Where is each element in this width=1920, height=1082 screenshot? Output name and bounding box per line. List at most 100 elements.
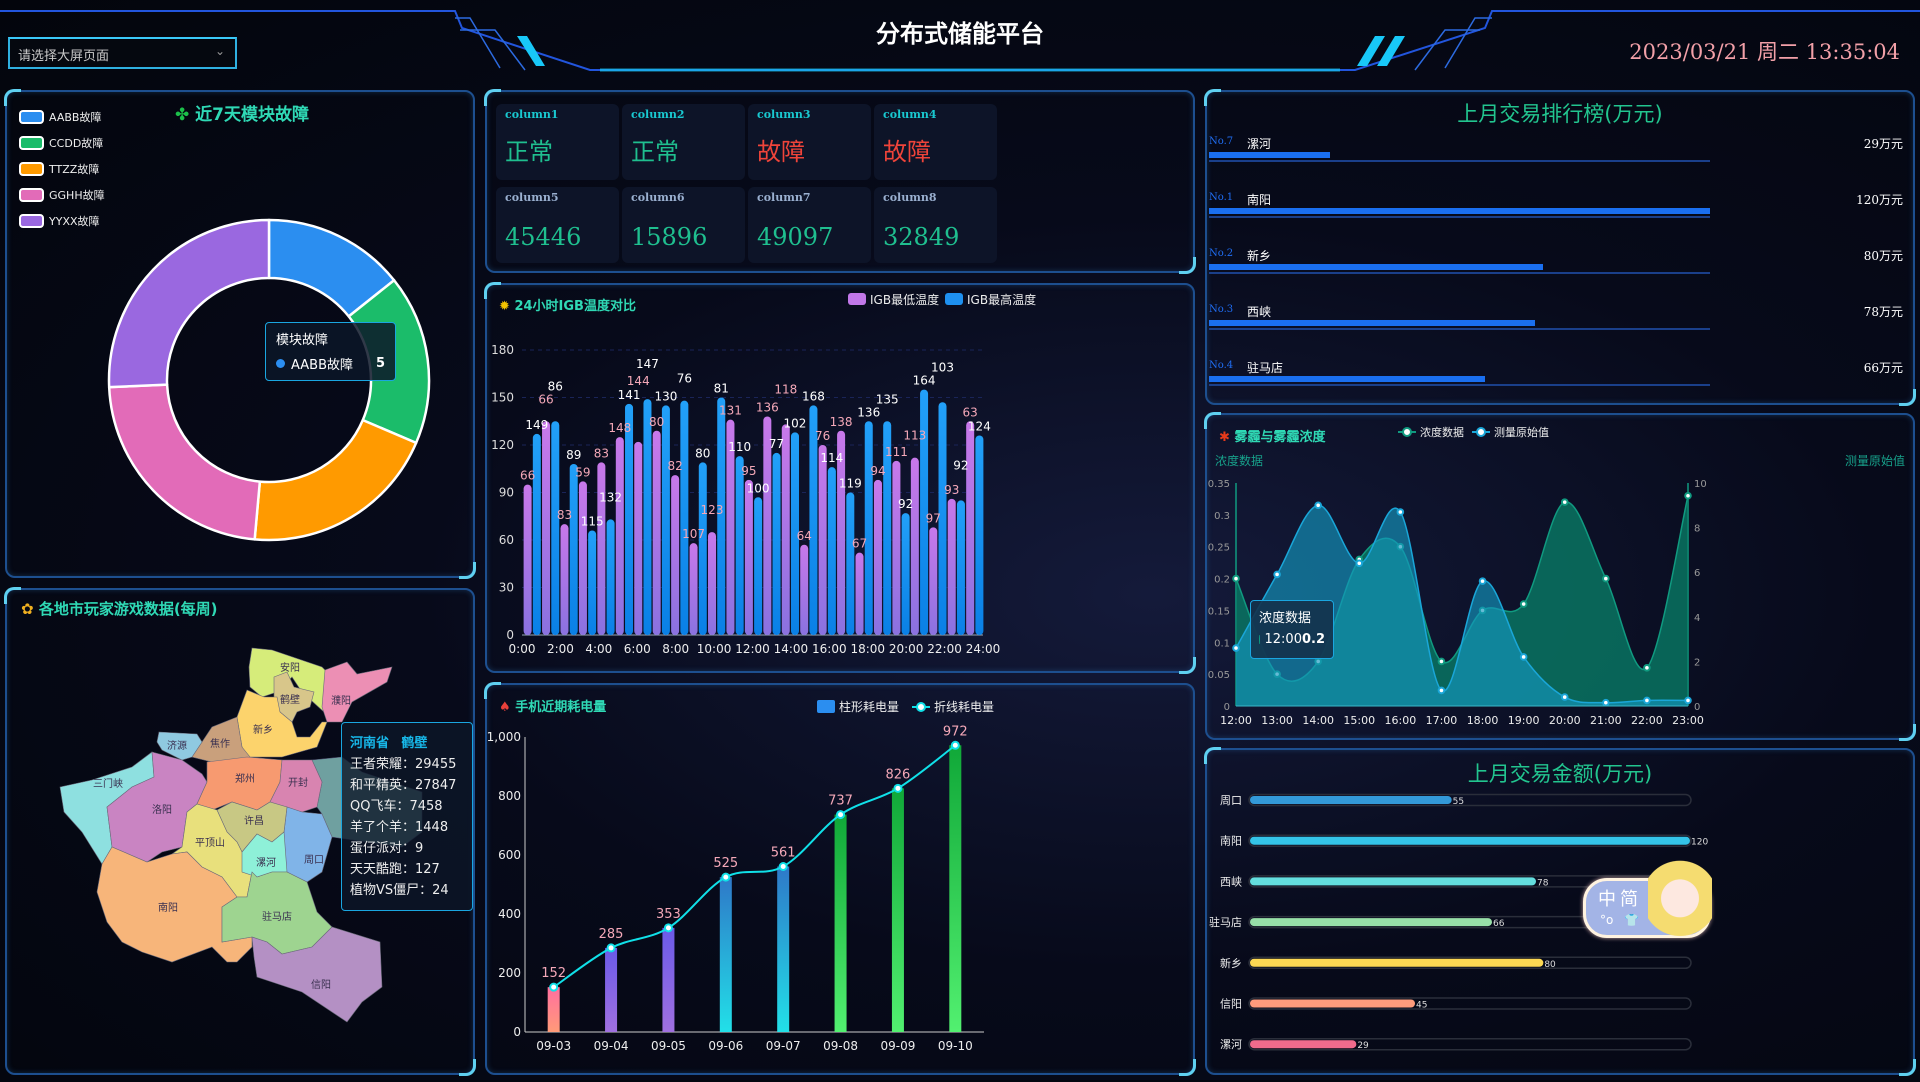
igb-min-bar[interactable] [781,424,790,635]
igb-min-bar[interactable] [560,524,569,635]
legend-item[interactable]: GGHH故障 [19,182,105,208]
igb-max-bar[interactable] [680,400,689,635]
data-point[interactable] [1232,644,1240,652]
legend-item[interactable]: YYXX故障 [19,208,105,234]
data-point[interactable] [1437,686,1446,695]
data-point[interactable] [1602,698,1610,707]
trade-bar[interactable] [1250,796,1452,804]
punctuation-icon[interactable]: °o [1600,913,1614,927]
power-bar[interactable] [891,788,904,1032]
igb-max-bar[interactable] [975,435,984,636]
power-bar[interactable] [605,947,618,1032]
igb-max-bar[interactable] [532,433,541,635]
igb-min-bar[interactable] [615,437,624,635]
igb-min-bar[interactable] [763,416,772,636]
data-point[interactable] [1519,600,1528,608]
igb-max-bar[interactable] [956,500,965,635]
data-point[interactable] [1355,559,1364,568]
igb-max-bar[interactable] [901,513,910,635]
igb-min-bar[interactable] [947,498,956,635]
data-point[interactable] [1396,508,1405,516]
map-region[interactable] [106,751,208,863]
igb-max-bar[interactable] [551,421,560,635]
trade-bar[interactable] [1250,836,1690,845]
donut-slice[interactable] [253,418,418,542]
power-line-point[interactable] [836,810,846,820]
legend-label[interactable]: IGB最高温度 [967,292,1036,307]
igb-min-bar[interactable] [708,532,717,635]
data-point[interactable] [1273,570,1281,579]
igb-max-bar[interactable] [920,389,929,635]
igb-min-bar[interactable] [523,484,532,635]
igb-max-bar[interactable] [717,397,726,636]
legend-item[interactable]: CCDD故障 [19,130,105,156]
legend-label[interactable]: IGB最低温度 [870,292,939,307]
data-point[interactable] [1560,693,1569,701]
legend-label[interactable]: 折线耗电量 [934,699,994,714]
igb-min-bar[interactable] [744,479,753,635]
igb-max-bar[interactable] [772,452,781,635]
power-bar[interactable] [547,987,560,1032]
igb-min-bar[interactable] [892,460,901,635]
igb-max-bar[interactable] [569,464,578,635]
igb-max-bar[interactable] [754,497,763,635]
power-bar[interactable] [662,927,675,1032]
donut-slice[interactable] [107,383,262,541]
data-point[interactable] [1643,663,1651,672]
data-point[interactable] [1314,501,1322,510]
trade-bar[interactable] [1250,918,1492,927]
igb-min-bar[interactable] [800,544,809,635]
trade-bar[interactable] [1250,1040,1357,1049]
igb-min-bar[interactable] [855,552,864,635]
data-point[interactable] [1478,577,1487,585]
igb-max-bar[interactable] [661,405,670,635]
power-line-point[interactable] [663,923,673,933]
legend-item[interactable]: AABB故障 [19,104,105,130]
map-region[interactable] [156,731,203,761]
igb-min-bar[interactable] [818,445,827,635]
igb-min-bar[interactable] [873,479,882,635]
igb-max-bar[interactable] [864,421,873,635]
power-line-point[interactable] [778,862,788,872]
igb-min-bar[interactable] [652,430,661,635]
igb-min-bar[interactable] [726,419,735,635]
power-bar[interactable] [834,814,847,1032]
power-line-point[interactable] [606,943,616,953]
igb-max-bar[interactable] [883,421,892,635]
igb-max-bar[interactable] [643,399,652,635]
data-point[interactable] [1684,491,1692,500]
donut-slice[interactable] [107,218,271,389]
skin-icon[interactable]: 👕 [1624,913,1639,927]
power-line-point[interactable] [549,982,559,992]
data-point[interactable] [1560,498,1569,506]
map-region[interactable] [321,661,393,723]
trade-bar[interactable] [1250,999,1415,1008]
ime-widget[interactable]: 中 简 °o 👕 [1583,845,1712,938]
igb-max-bar[interactable] [735,456,744,635]
legend-item[interactable]: TTZZ故障 [19,156,105,182]
igb-min-bar[interactable] [837,430,846,635]
igb-min-bar[interactable] [634,441,643,635]
igb-max-bar[interactable] [625,403,634,635]
igb-max-bar[interactable] [698,462,707,635]
igb-max-bar[interactable] [790,432,799,635]
power-line-point[interactable] [950,740,960,750]
power-bar[interactable] [949,745,962,1032]
data-point[interactable] [1232,574,1240,583]
power-line-point[interactable] [721,872,731,882]
data-point[interactable] [1602,574,1610,583]
trade-bar[interactable] [1250,877,1536,886]
igb-min-bar[interactable] [929,527,938,635]
power-bar[interactable] [777,866,790,1032]
igb-min-bar[interactable] [671,475,680,635]
igb-max-bar[interactable] [938,402,947,635]
igb-min-bar[interactable] [966,421,975,635]
igb-min-bar[interactable] [597,462,606,635]
igb-max-bar[interactable] [809,405,818,635]
igb-max-bar[interactable] [588,530,597,636]
ime-mode[interactable]: 中 [1598,889,1616,910]
ime-charset[interactable]: 简 [1620,889,1638,910]
power-bar[interactable] [719,877,732,1032]
igb-min-bar[interactable] [910,457,919,635]
legend-label[interactable]: 柱形耗电量 [839,699,899,714]
